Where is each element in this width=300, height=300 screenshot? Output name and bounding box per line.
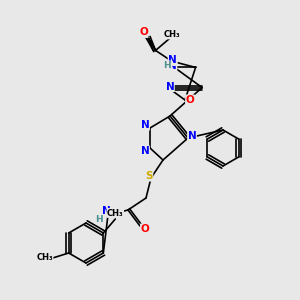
- Text: N: N: [166, 82, 174, 92]
- Text: N: N: [141, 146, 149, 156]
- Text: CH₃: CH₃: [163, 30, 180, 39]
- Text: CH₃: CH₃: [36, 254, 53, 262]
- Text: N: N: [168, 61, 177, 71]
- Text: O: O: [139, 27, 148, 38]
- Text: N: N: [168, 56, 177, 65]
- Text: S: S: [145, 171, 153, 181]
- Text: H: H: [95, 214, 103, 224]
- Text: O: O: [186, 95, 194, 105]
- Text: N: N: [188, 131, 196, 141]
- Text: H: H: [163, 61, 170, 70]
- Text: CH₃: CH₃: [107, 208, 124, 217]
- Text: O: O: [141, 224, 149, 234]
- Text: N: N: [102, 206, 110, 216]
- Text: N: N: [141, 120, 149, 130]
